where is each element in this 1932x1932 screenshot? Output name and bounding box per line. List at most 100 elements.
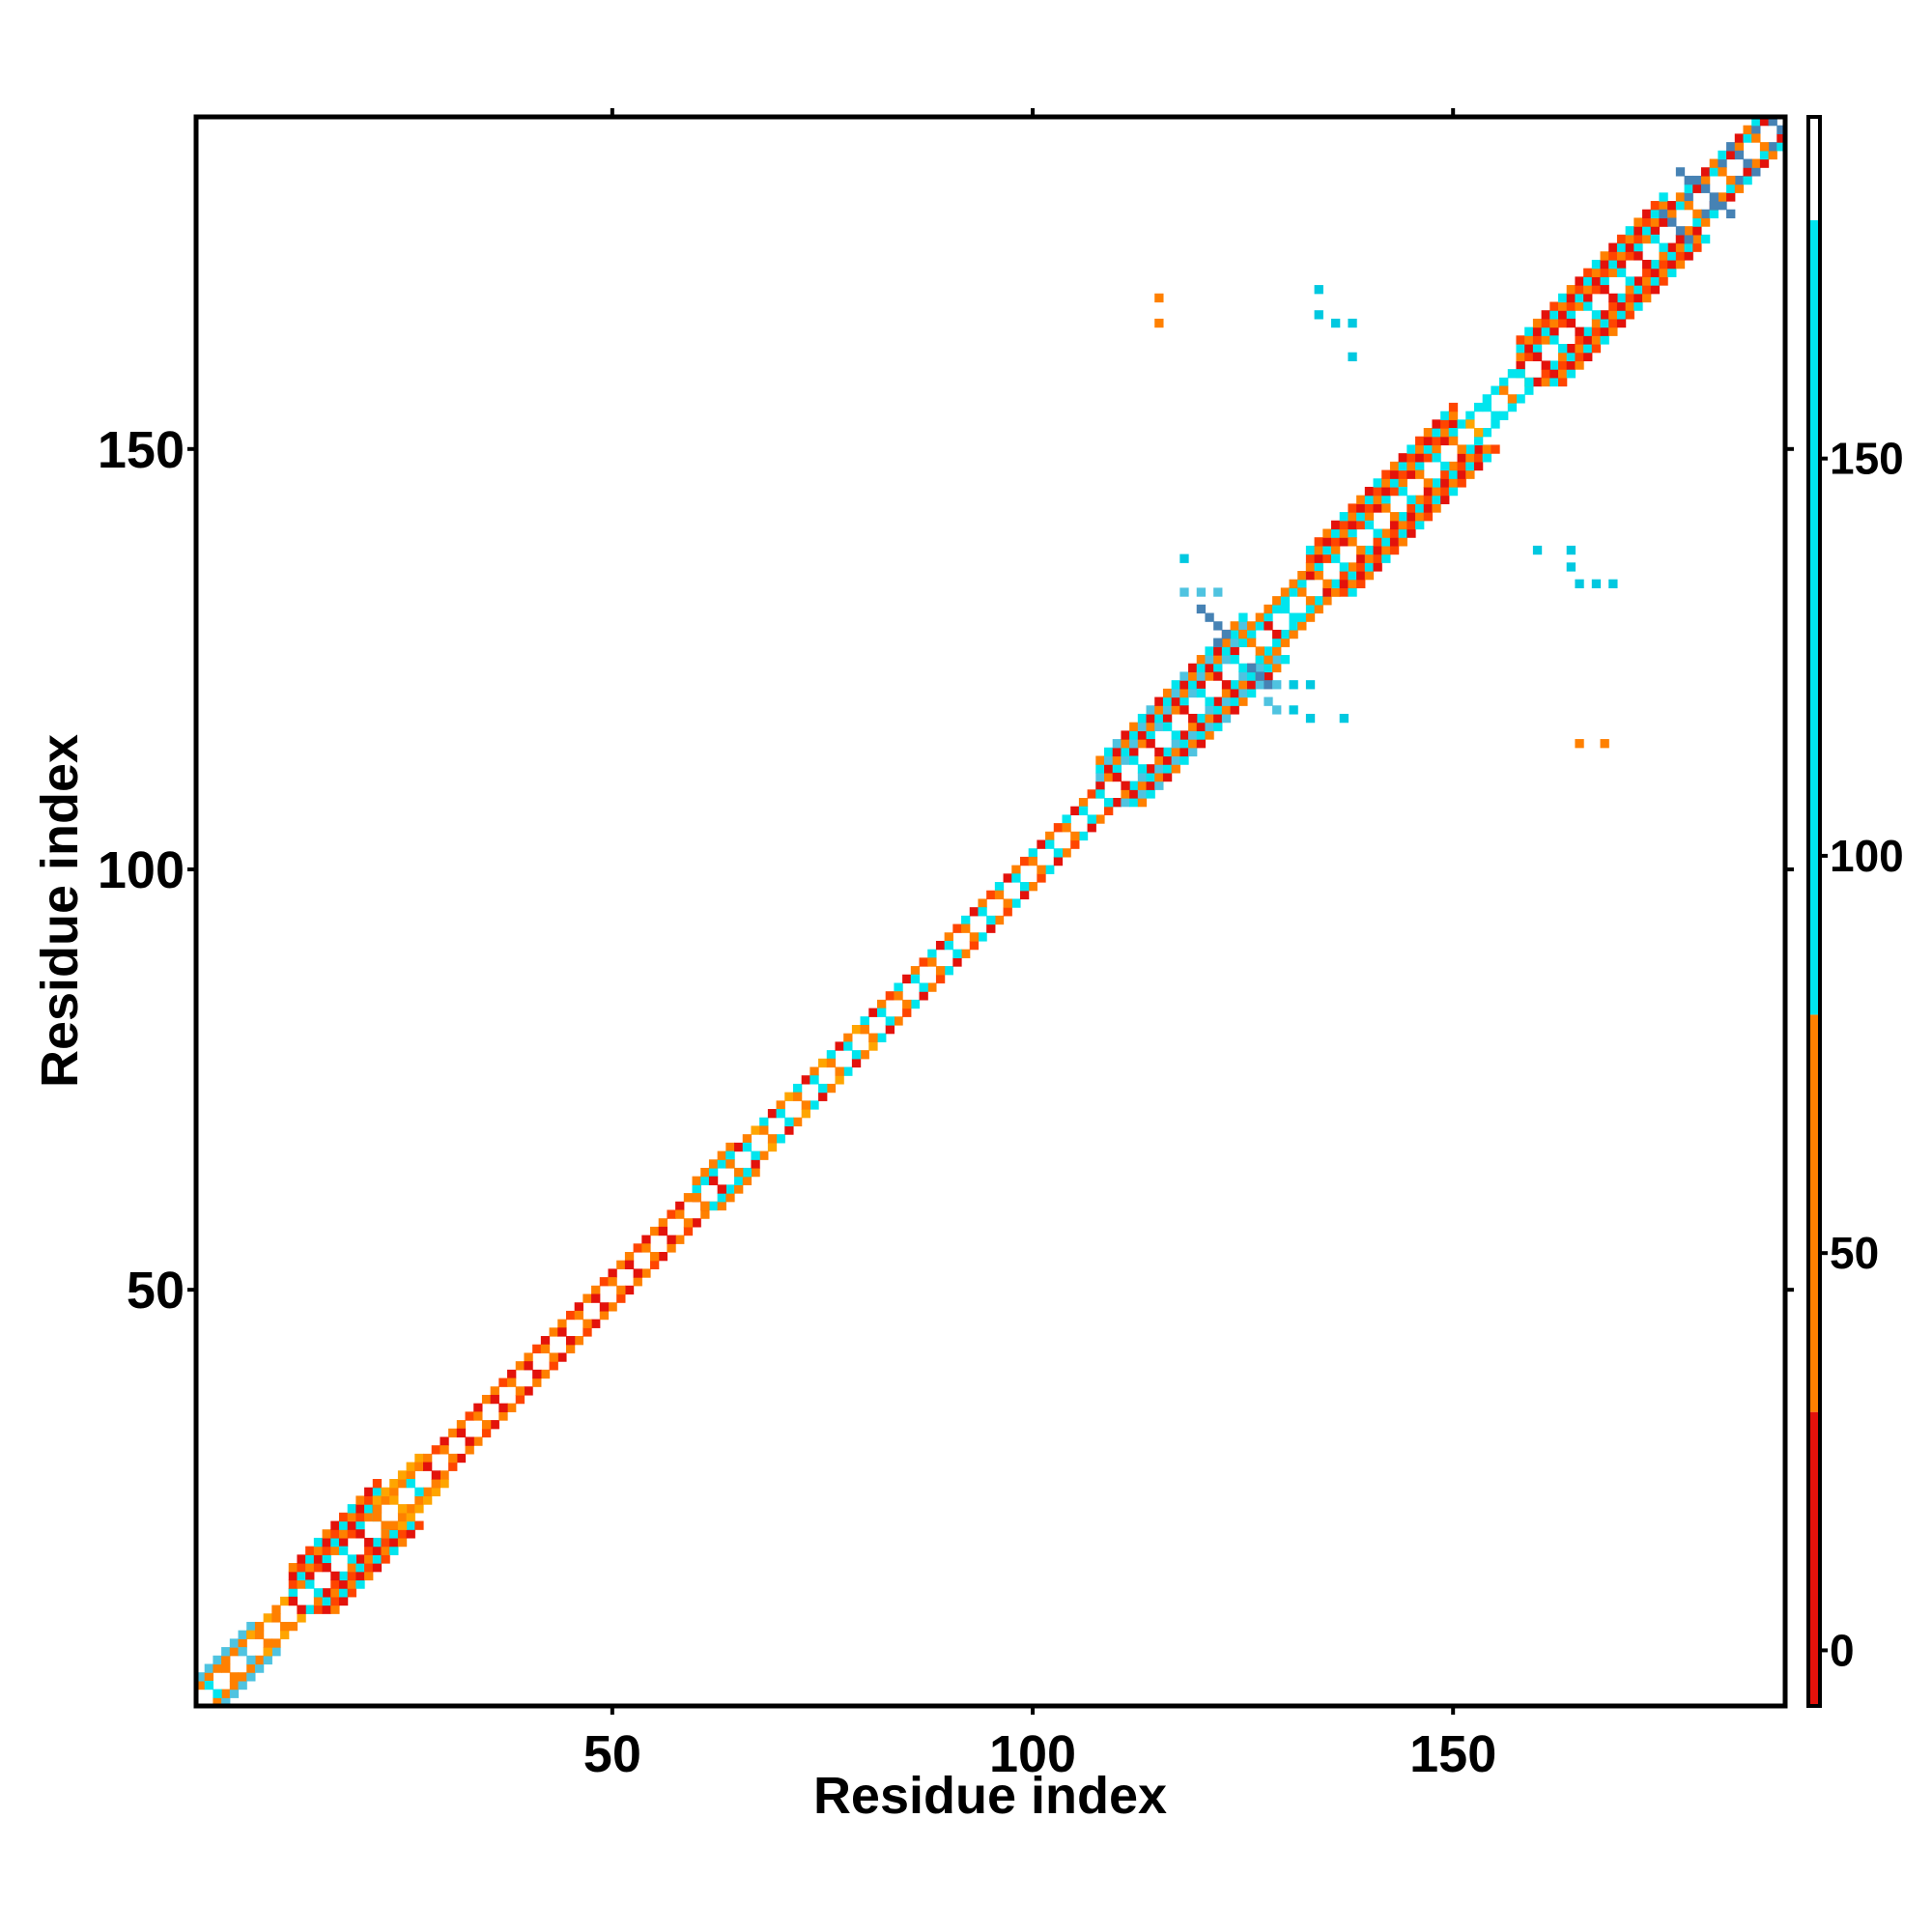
contact-cell bbox=[826, 1058, 837, 1068]
contact-cell bbox=[1364, 554, 1375, 563]
contact-cell bbox=[1700, 175, 1711, 185]
contact-cell bbox=[1078, 806, 1089, 815]
contact-cell bbox=[1709, 201, 1719, 211]
contact-cell bbox=[524, 1352, 533, 1362]
contact-cell bbox=[1718, 201, 1727, 211]
contact-cell bbox=[1179, 755, 1189, 765]
contact-cell bbox=[927, 949, 937, 958]
contact-cell bbox=[1213, 646, 1223, 656]
contact-cell bbox=[1348, 528, 1357, 538]
contact-cell bbox=[1608, 310, 1618, 320]
contact-cell bbox=[1634, 217, 1643, 227]
contact-cell bbox=[1465, 461, 1475, 471]
contact-cell bbox=[1415, 503, 1425, 513]
contact-cell bbox=[1221, 705, 1232, 715]
contact-cell bbox=[1188, 680, 1198, 690]
contact-cell bbox=[1381, 503, 1391, 513]
contact-cell bbox=[1137, 764, 1148, 774]
contact-cell bbox=[1095, 772, 1105, 782]
contact-cell bbox=[1162, 688, 1173, 698]
contact-cell bbox=[524, 1386, 533, 1396]
contact-cell bbox=[322, 1563, 331, 1573]
contact-cell bbox=[1507, 369, 1518, 379]
contact-cell bbox=[1616, 251, 1627, 261]
contact-cell bbox=[1339, 528, 1349, 538]
contact-cell bbox=[1406, 520, 1416, 530]
contact-cell bbox=[1272, 705, 1282, 715]
contact-cell bbox=[406, 1520, 415, 1530]
contact-cell bbox=[372, 1546, 383, 1555]
contact-cell bbox=[1541, 335, 1550, 345]
contact-cell bbox=[1583, 327, 1593, 336]
contact-cell bbox=[473, 1436, 483, 1446]
contact-cell bbox=[1104, 798, 1114, 808]
contact-cell bbox=[221, 1697, 231, 1707]
contact-cell bbox=[372, 1537, 383, 1548]
contact-cell bbox=[448, 1453, 458, 1463]
contact-cell bbox=[1205, 696, 1214, 706]
contact-cell bbox=[423, 1462, 433, 1471]
contact-cell bbox=[692, 1176, 701, 1185]
contact-cell bbox=[978, 898, 987, 908]
contact-cell bbox=[1440, 411, 1450, 420]
contact-cell bbox=[1406, 461, 1416, 471]
contact-cell bbox=[1230, 680, 1239, 690]
contact-cell bbox=[1246, 671, 1257, 681]
contact-cell bbox=[322, 1537, 331, 1548]
contact-cell bbox=[338, 1529, 349, 1539]
contact-cell bbox=[1289, 579, 1298, 588]
contact-cell bbox=[1440, 436, 1450, 446]
contact-cell bbox=[288, 1596, 298, 1606]
contact-cell bbox=[1616, 318, 1627, 328]
contact-cell bbox=[1255, 680, 1264, 690]
contact-cell bbox=[1440, 419, 1450, 429]
contact-cell bbox=[338, 1546, 349, 1555]
contact-cell bbox=[481, 1428, 492, 1438]
contact-cell bbox=[1507, 402, 1518, 412]
contact-cell bbox=[1348, 503, 1357, 513]
contact-cell bbox=[1642, 209, 1652, 219]
contact-cell bbox=[347, 1529, 356, 1539]
contact-cell bbox=[347, 1579, 356, 1589]
contact-cell bbox=[1600, 251, 1609, 261]
contact-cell bbox=[717, 1193, 726, 1203]
contact-cell bbox=[1583, 293, 1593, 303]
contact-cell bbox=[204, 1672, 213, 1682]
contact-cell bbox=[1356, 554, 1366, 563]
contact-cell bbox=[1264, 646, 1273, 656]
contact-cell bbox=[1238, 688, 1248, 698]
contact-cell bbox=[658, 1218, 668, 1228]
colorbar-ticks: 0 50 100 150 bbox=[1820, 434, 1904, 1675]
contact-cell bbox=[1171, 747, 1180, 757]
contact-cell bbox=[1692, 175, 1702, 185]
contact-cell bbox=[927, 957, 937, 967]
contact-cell bbox=[860, 1016, 869, 1026]
contact-cell bbox=[792, 1117, 803, 1127]
contact-cell bbox=[414, 1487, 424, 1496]
contact-cell bbox=[1087, 789, 1096, 799]
contact-cell bbox=[1524, 327, 1534, 336]
contact-cell bbox=[254, 1655, 265, 1665]
contact-cell bbox=[1230, 688, 1239, 698]
contact-cell bbox=[1356, 571, 1366, 581]
contact-cell bbox=[355, 1563, 365, 1573]
contact-cell bbox=[1095, 781, 1105, 790]
contact-cell bbox=[792, 1092, 803, 1101]
contact-cell bbox=[1448, 469, 1459, 479]
contact-cell bbox=[1373, 495, 1382, 504]
contact-cell bbox=[1213, 705, 1223, 715]
contact-cell bbox=[196, 1672, 206, 1682]
contact-cell bbox=[229, 1680, 240, 1690]
contact-cell bbox=[751, 1159, 760, 1169]
contact-cell bbox=[1734, 175, 1745, 185]
contact-cell bbox=[767, 1142, 778, 1152]
contact-cell bbox=[414, 1504, 424, 1514]
contact-cell bbox=[347, 1563, 356, 1573]
contact-cell bbox=[532, 1344, 542, 1354]
contact-cell bbox=[952, 923, 962, 933]
contact-cell bbox=[1062, 848, 1071, 858]
contact-cell bbox=[1759, 142, 1770, 152]
contact-cell bbox=[935, 974, 946, 984]
contact-cell bbox=[465, 1411, 474, 1421]
contact-cell bbox=[1389, 486, 1400, 497]
